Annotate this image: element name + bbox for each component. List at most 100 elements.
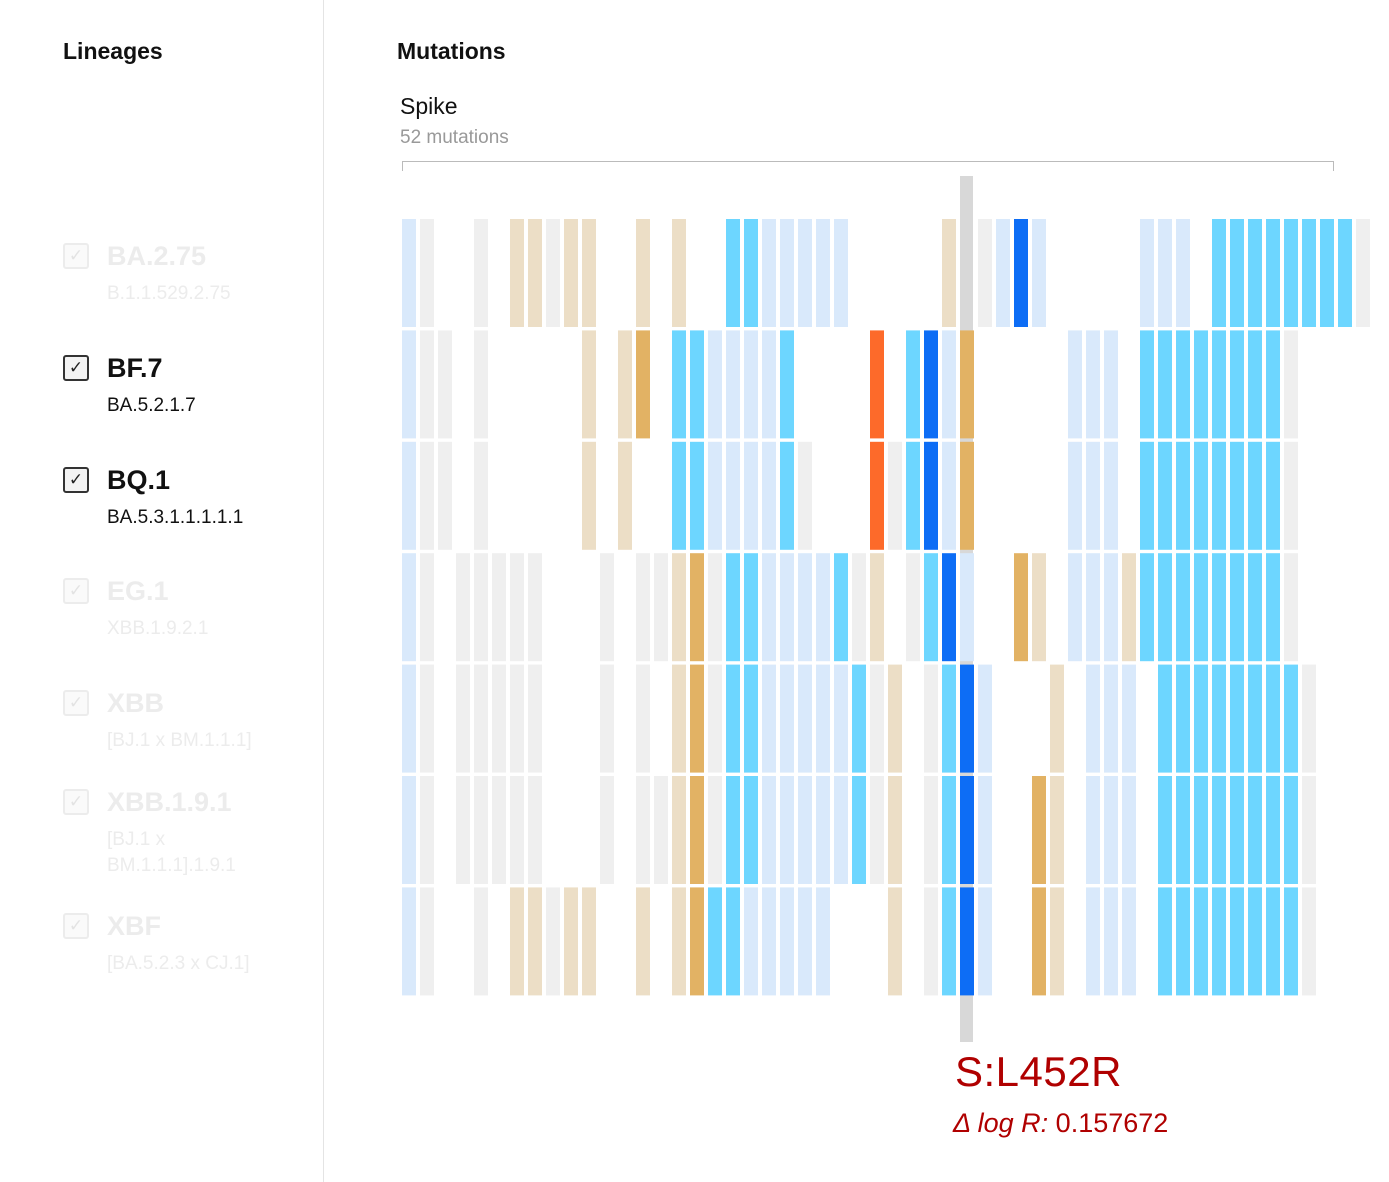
mutation-cell[interactable] (1086, 441, 1100, 550)
mutation-cell[interactable] (816, 664, 830, 773)
mutation-cell[interactable] (942, 776, 956, 884)
mutation-cell[interactable] (1266, 219, 1280, 327)
mutation-cell[interactable] (420, 664, 434, 773)
mutation-cell[interactable] (942, 330, 956, 439)
mutation-cell[interactable] (1014, 219, 1028, 327)
mutation-cell[interactable] (924, 776, 938, 884)
mutation-cell[interactable] (1176, 664, 1190, 773)
mutation-cell[interactable] (1104, 441, 1118, 550)
mutation-cell[interactable] (1302, 664, 1316, 773)
mutation-cell[interactable] (1284, 553, 1298, 662)
mutation-cell[interactable] (924, 553, 938, 662)
mutation-cell[interactable] (1194, 441, 1208, 550)
mutation-cell[interactable] (960, 441, 974, 550)
mutation-cell[interactable] (762, 219, 776, 327)
mutation-cell[interactable] (1140, 219, 1154, 327)
mutation-cell[interactable] (1068, 553, 1082, 662)
mutation-cell[interactable] (618, 330, 632, 439)
mutation-cell[interactable] (510, 776, 524, 884)
mutation-cell[interactable] (690, 441, 704, 550)
mutation-cell[interactable] (1086, 776, 1100, 884)
mutation-cell[interactable] (1338, 219, 1352, 327)
mutation-cell[interactable] (402, 553, 416, 662)
mutation-cell[interactable] (1122, 664, 1136, 773)
mutation-cell[interactable] (762, 664, 776, 773)
mutation-cell[interactable] (1032, 553, 1046, 662)
mutation-cell[interactable] (942, 664, 956, 773)
mutation-cell[interactable] (420, 219, 434, 327)
mutation-cell[interactable] (636, 887, 650, 996)
mutation-cell[interactable] (672, 664, 686, 773)
mutation-cell[interactable] (942, 553, 956, 662)
mutation-cell[interactable] (474, 330, 488, 439)
mutation-cell[interactable] (744, 664, 758, 773)
mutation-cell[interactable] (492, 553, 506, 662)
mutation-cell[interactable] (726, 776, 740, 884)
mutation-cell[interactable] (1158, 776, 1172, 884)
mutation-cell[interactable] (1158, 330, 1172, 439)
mutation-cell[interactable] (726, 330, 740, 439)
mutation-cell[interactable] (474, 553, 488, 662)
mutation-cell[interactable] (1140, 441, 1154, 550)
mutation-cell[interactable] (582, 219, 596, 327)
mutation-cell[interactable] (834, 219, 848, 327)
mutation-cell[interactable] (474, 664, 488, 773)
mutation-cell[interactable] (528, 219, 542, 327)
mutation-cell[interactable] (456, 664, 470, 773)
mutation-cell[interactable] (924, 330, 938, 439)
checkbox[interactable]: ✓ (63, 690, 89, 716)
mutation-cell[interactable] (744, 219, 758, 327)
mutation-cell[interactable] (978, 776, 992, 884)
mutation-cell[interactable] (438, 441, 452, 550)
mutation-cell[interactable] (1302, 776, 1316, 884)
checkbox[interactable]: ✓ (63, 355, 89, 381)
mutation-cell[interactable] (456, 776, 470, 884)
mutation-cell[interactable] (780, 664, 794, 773)
mutation-cell[interactable] (888, 887, 902, 996)
mutation-cell[interactable] (1284, 441, 1298, 550)
mutation-cell[interactable] (1158, 219, 1172, 327)
mutation-cell[interactable] (906, 330, 920, 439)
mutation-cell[interactable] (726, 664, 740, 773)
mutation-cell[interactable] (762, 887, 776, 996)
mutation-cell[interactable] (780, 330, 794, 439)
mutation-cell[interactable] (474, 776, 488, 884)
mutation-cell[interactable] (1050, 887, 1064, 996)
mutation-cell[interactable] (960, 664, 974, 773)
checkbox[interactable]: ✓ (63, 578, 89, 604)
mutation-cell[interactable] (798, 219, 812, 327)
mutation-cell[interactable] (1230, 219, 1244, 327)
mutation-cell[interactable] (1248, 219, 1262, 327)
mutation-cell[interactable] (1086, 664, 1100, 773)
mutation-cell[interactable] (636, 776, 650, 884)
mutation-cell[interactable] (1266, 330, 1280, 439)
mutation-cell[interactable] (1032, 887, 1046, 996)
mutation-cell[interactable] (816, 776, 830, 884)
mutation-cell[interactable] (1266, 887, 1280, 996)
mutation-cell[interactable] (636, 664, 650, 773)
mutation-cell[interactable] (1176, 887, 1190, 996)
mutation-cell[interactable] (1158, 441, 1172, 550)
mutation-cell[interactable] (924, 887, 938, 996)
mutation-cell[interactable] (510, 553, 524, 662)
mutation-cell[interactable] (888, 776, 902, 884)
mutation-cell[interactable] (1050, 776, 1064, 884)
mutation-cell[interactable] (1194, 330, 1208, 439)
mutation-cell[interactable] (762, 441, 776, 550)
mutation-cell[interactable] (1248, 776, 1262, 884)
mutation-cell[interactable] (690, 330, 704, 439)
checkbox[interactable]: ✓ (63, 789, 89, 815)
mutation-cell[interactable] (870, 664, 884, 773)
mutation-cell[interactable] (780, 887, 794, 996)
mutation-cell[interactable] (582, 887, 596, 996)
mutation-cell[interactable] (978, 887, 992, 996)
mutation-cell[interactable] (1104, 776, 1118, 884)
mutation-cell[interactable] (1068, 330, 1082, 439)
mutation-cell[interactable] (942, 219, 956, 327)
mutation-cell[interactable] (1104, 330, 1118, 439)
mutation-cell[interactable] (816, 887, 830, 996)
mutation-cell[interactable] (582, 441, 596, 550)
mutation-cell[interactable] (1086, 330, 1100, 439)
mutation-cell[interactable] (402, 887, 416, 996)
